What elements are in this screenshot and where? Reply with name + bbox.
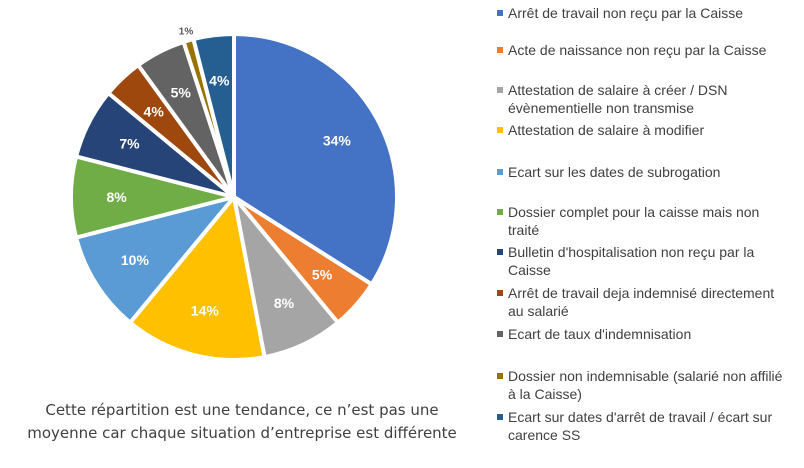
legend-swatch (497, 87, 503, 93)
legend-label-line2: Caisse (508, 262, 551, 278)
legend-item: Ecart sur les dates de subrogation (497, 163, 802, 181)
pie-slice (191, 32, 236, 199)
legend-swatch (497, 331, 503, 337)
legend-label-line2: à la Caisse) (508, 386, 582, 402)
legend-label: Ecart de taux d'indemnisation (508, 326, 692, 342)
legend-swatch (497, 127, 503, 133)
legend-swatch (497, 169, 503, 175)
legend-label: Ecart sur les dates de subrogation (508, 164, 721, 180)
legend-item: Bulletin d'hospitalisation non reçu par … (497, 243, 802, 279)
legend-item: Acte de naissance non reçu par la Caisse (497, 41, 802, 59)
legend-swatch (497, 209, 503, 215)
slice-data-label: 5% (171, 84, 192, 100)
footnote-line-1: Cette répartition est une tendance, ce n… (45, 401, 439, 419)
legend-label: Arrêt de travail deja indemnisé directem… (508, 285, 775, 301)
slice-data-label: 4% (144, 103, 165, 119)
legend-label: Arrêt de travail non reçu par la Caisse (508, 5, 743, 21)
chart-footnote: Cette répartition est une tendance, ce n… (22, 399, 462, 445)
legend-label: Attestation de salaire à modifier (508, 122, 705, 138)
legend-label-line2: carence SS (508, 427, 581, 443)
legend-item: Arrêt de travail non reçu par la Caisse (497, 4, 802, 22)
pie-labels: 34% 5% 8% 14% 10% 8% 7% 4% 5% 1% 4% (107, 26, 352, 318)
slice-data-label: 10% (121, 252, 150, 268)
legend-label-line2: au salarié (508, 303, 569, 319)
legend-label: Dossier non indemnisable (salarié non af… (508, 368, 783, 384)
chart-legend: Arrêt de travail non reçu par la Caisse … (497, 0, 802, 468)
legend-swatch (497, 249, 503, 255)
footnote-line-2: moyenne car chaque situation d’entrepris… (27, 424, 457, 442)
legend-label: Acte de naissance non reçu par la Caisse (508, 42, 767, 58)
legend-item: Arrêt de travail deja indemnisé directem… (497, 284, 802, 320)
legend-item: Attestation de salaire à modifier (497, 121, 802, 139)
legend-item: Ecart de taux d'indemnisation (497, 325, 802, 343)
pie-slice (128, 195, 267, 362)
legend-label-line2: traité (508, 222, 540, 238)
legend-item: Attestation de salaire à créer / DSN évèn… (497, 81, 802, 117)
slice-data-label: 5% (312, 267, 333, 283)
legend-swatch (497, 414, 503, 420)
slice-data-label: 8% (274, 295, 295, 311)
slice-data-label: 4% (209, 73, 230, 89)
legend-item: Dossier non indemnisable (salarié non af… (497, 367, 802, 403)
legend-label: Bulletin d'hospitalisation non reçu par … (508, 244, 755, 260)
slice-data-label: 34% (323, 132, 352, 148)
legend-item: Dossier complet pour la caisse mais non t… (497, 203, 802, 239)
legend-item: Ecart sur dates d'arrêt de travail / éca… (497, 408, 802, 444)
slice-data-label: 8% (107, 189, 128, 205)
pie-chart: 34% 5% 8% 14% 10% 8% 7% 4% 5% 1% 4% (68, 26, 399, 362)
pie-slices (68, 32, 399, 362)
legend-label: Attestation de salaire à créer / DSN (508, 82, 728, 98)
legend-swatch (497, 373, 503, 379)
legend-label: Dossier complet pour la caisse mais non (508, 204, 760, 220)
slice-data-label: 14% (191, 303, 220, 319)
legend-swatch (497, 290, 503, 296)
legend-label-line2: évènementielle non transmise (508, 100, 694, 116)
legend-label: Ecart sur dates d'arrêt de travail / éca… (508, 409, 773, 425)
slice-data-label: 1% (179, 26, 194, 37)
legend-swatch (497, 47, 503, 53)
slice-data-label: 7% (119, 136, 140, 152)
legend-swatch (497, 10, 503, 16)
